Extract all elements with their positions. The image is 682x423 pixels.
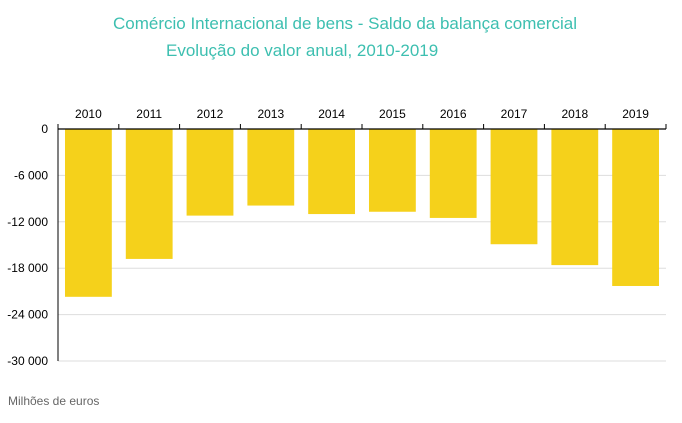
x-tick-label: 2018 — [561, 107, 588, 121]
bar-2015 — [368, 129, 416, 212]
bar-2012 — [186, 129, 234, 216]
chart-subtitle: Evolução do valor anual, 2010-2019 — [166, 41, 439, 60]
bar-2011 — [125, 129, 173, 259]
unit-note: Milhões de euros — [8, 394, 100, 408]
x-tick-label: 2017 — [501, 107, 528, 121]
x-tick-label: 2014 — [318, 107, 345, 121]
bar-2010 — [64, 129, 112, 297]
y-tick-label: -30 000 — [7, 354, 48, 368]
bar-2018 — [551, 129, 599, 266]
y-tick-label: -12 000 — [7, 215, 48, 229]
chart-title: Comércio Internacional de bens - Saldo d… — [113, 14, 577, 33]
bar-2014 — [308, 129, 356, 215]
x-tick-label: 2010 — [75, 107, 102, 121]
bar-2016 — [429, 129, 477, 218]
x-tick-label: 2011 — [136, 107, 162, 121]
x-tick-label: 2016 — [440, 107, 467, 121]
y-tick-label: -6 000 — [14, 168, 48, 182]
y-tick-label: 0 — [41, 122, 48, 136]
bar-2017 — [490, 129, 538, 245]
x-tick-label: 2015 — [379, 107, 406, 121]
bar-2019 — [612, 129, 660, 286]
x-tick-label: 2019 — [622, 107, 649, 121]
x-tick-label: 2013 — [257, 107, 284, 121]
bar-2013 — [247, 129, 295, 206]
y-tick-label: -18 000 — [7, 261, 48, 275]
y-tick-label: -24 000 — [7, 308, 48, 322]
x-tick-label: 2012 — [197, 107, 224, 121]
